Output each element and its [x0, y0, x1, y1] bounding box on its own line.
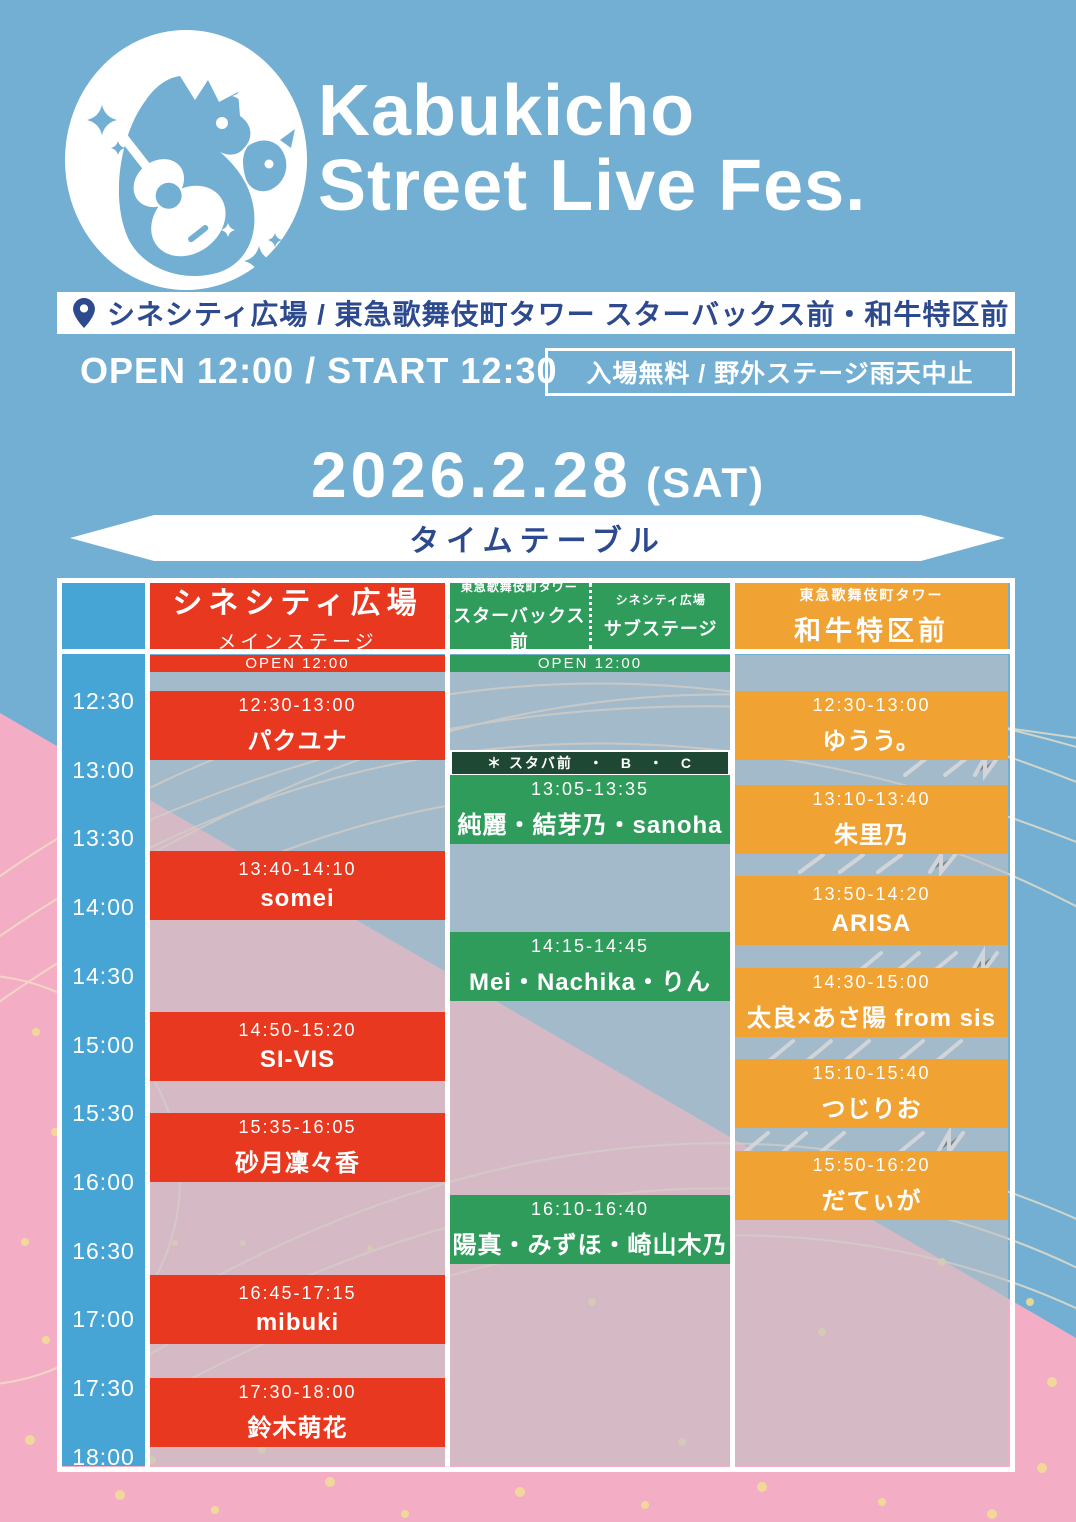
event-artist: つじりお — [821, 1096, 922, 1123]
timetable-banner-label: タイムテーブル — [409, 525, 666, 558]
admission-box: 入場無料 / 野外ステージ雨天中止 — [545, 348, 1015, 396]
event-time: 13:05-13:35 — [530, 779, 650, 799]
event-time: 15:50-16:20 — [812, 1155, 931, 1175]
event-time: 15:35-16:05 — [238, 1117, 357, 1137]
header-wagyu-title: 和牛特区前 — [794, 615, 949, 646]
header-main-sub: メインステージ — [217, 632, 378, 653]
event-title-line2: Street Live Fes. — [318, 145, 867, 226]
column-divider — [445, 578, 450, 1472]
column-divider — [145, 578, 150, 1472]
time-tick: 17:30 — [72, 1375, 135, 1401]
time-tick: 14:00 — [72, 894, 135, 920]
white-sparkles — [221, 84, 256, 237]
event-artist: 純麗・結芽乃・sanoha — [457, 812, 723, 839]
event-time: 14:30-15:00 — [812, 972, 931, 992]
event-date-main: 2026.2.28 — [310, 439, 632, 511]
header-wagyu-top: 東急歌舞伎町タワー — [799, 586, 944, 603]
guitar — [95, 105, 226, 257]
time-tick: 14:30 — [72, 963, 135, 989]
event-artist: ゆうう。 — [822, 728, 921, 755]
event-artist: somei — [260, 884, 335, 912]
event-time: 16:45-17:15 — [238, 1282, 357, 1303]
main-open-bar: OPEN 12:00 — [150, 655, 445, 672]
event-time: 13:50-14:20 — [812, 883, 931, 904]
event-artist: Mei・Nachika・りん — [468, 969, 712, 996]
event-block: 16:10-16:40 陽真・みずほ・崎山木乃 — [450, 1195, 730, 1264]
deer-silhouette — [243, 140, 287, 192]
header-substage-bottom: サブステージ — [603, 619, 718, 639]
event-artist: 鈴木萌花 — [247, 1415, 348, 1442]
time-tick: 13:30 — [72, 825, 135, 851]
event-time: 12:30-13:00 — [812, 695, 931, 715]
header-starbucks-bottom: スターバックス前 — [453, 606, 586, 652]
event-time: 14:15-14:45 — [530, 936, 650, 956]
event-time: 12:30-13:00 — [238, 695, 357, 715]
event-block: 15:35-16:05 砂月凜々香 — [150, 1113, 445, 1182]
event-artist: mibuki — [255, 1308, 340, 1336]
event-artist: SI-VIS — [259, 1045, 336, 1073]
header-divider — [57, 649, 1015, 654]
event-block: 15:50-16:20 だてぃが — [735, 1151, 1008, 1220]
time-tick: 15:00 — [72, 1032, 135, 1058]
event-artist: だてぃが — [821, 1188, 922, 1215]
location-bar: シネシティ広場 / 東急歌舞伎町タワー スターバックス前・和牛特区前 — [57, 292, 1015, 334]
time-tick: 18:00 — [72, 1444, 135, 1470]
sub-open-bar: OPEN 12:00 — [450, 655, 730, 672]
event-block: 16:45-17:15 mibuki — [150, 1275, 445, 1344]
event-block: 14:30-15:00 太良×あさ陽 from sis — [735, 968, 1008, 1037]
event-time: 13:10-13:40 — [812, 789, 931, 809]
event-block: 13:05-13:35 純麗・結芽乃・sanoha — [450, 775, 730, 844]
event-title-line1: Kabukicho — [318, 71, 696, 151]
logo-dog-guitar — [65, 30, 307, 290]
event-artist: 太良×あさ陽 from sis — [746, 1005, 997, 1032]
header-substage-top: シネシティ広場 — [615, 593, 706, 607]
event-artist: ARISA — [831, 909, 912, 937]
admission-text: 入場無料 / 野外ステージ雨天中止 — [586, 360, 974, 388]
event-block: 13:10-13:40 朱里乃 — [735, 785, 1008, 854]
header-main-title: シネシティ広場 — [172, 587, 423, 620]
column-divider — [730, 578, 735, 1472]
time-tick: 16:30 — [72, 1238, 135, 1264]
event-time: 16:10-16:40 — [530, 1199, 650, 1219]
event-date: 2026.2.28 (SAT) — [0, 438, 1076, 512]
header-starbucks: 東急歌舞伎町タワー スターバックス前 — [450, 580, 589, 652]
header-substage: シネシティ広場 サブステージ — [588, 583, 731, 649]
event-time: 14:50-15:20 — [238, 1019, 357, 1040]
header-sub-stage: 東急歌舞伎町タワー スターバックス前 シネシティ広場 サブステージ — [450, 580, 731, 652]
event-block: 14:15-14:45 Mei・Nachika・りん — [450, 932, 730, 1001]
event-block: 15:10-15:40 つじりお — [735, 1059, 1008, 1128]
event-date-day: (SAT) — [646, 459, 766, 506]
open-start-text: OPEN 12:00 / START 12:30 — [80, 350, 558, 391]
location-text: シネシティ広場 / 東急歌舞伎町タワー スターバックス前・和牛特区前 — [107, 299, 1010, 330]
map-pin-icon — [73, 298, 95, 328]
header-starbucks-top: 東急歌舞伎町タワー — [460, 580, 578, 594]
event-block: 13:40-14:10 somei — [150, 851, 445, 920]
event-artist: 朱里乃 — [834, 822, 909, 849]
event-artist: 陽真・みずほ・崎山木乃 — [452, 1232, 728, 1259]
event-block: 12:30-13:00 パクユナ — [150, 691, 445, 760]
event-artist: パクユナ — [247, 728, 348, 755]
starbucks-notice-bar: ＊ スタバ前 ・ B ・ C — [450, 750, 730, 776]
event-block: 13:50-14:20 ARISA — [735, 876, 1008, 945]
time-axis-column — [62, 583, 145, 1466]
time-tick: 12:30 — [72, 688, 135, 714]
event-time: 17:30-18:00 — [238, 1382, 357, 1402]
time-tick: 15:30 — [72, 1100, 135, 1126]
event-block: 14:50-15:20 SI-VIS — [150, 1012, 445, 1081]
event-time: 15:10-15:40 — [812, 1063, 931, 1083]
time-tick: 17:00 — [72, 1306, 135, 1332]
event-title: Kabukicho Street Live Fes. — [318, 74, 866, 224]
header-main-stage: シネシティ広場 メインステージ — [150, 583, 445, 653]
event-block: 12:30-13:00 ゆうう。 — [735, 691, 1008, 760]
event-time: 13:40-14:10 — [238, 858, 357, 879]
event-block: 17:30-18:00 鈴木萌花 — [150, 1378, 445, 1447]
event-artist: 砂月凜々香 — [235, 1150, 360, 1177]
time-tick: 16:00 — [72, 1169, 135, 1195]
time-tick: 13:00 — [72, 757, 135, 783]
timetable-banner: タイムテーブル — [70, 515, 1005, 561]
blue-sparkles — [87, 105, 282, 276]
header-wagyu-stage: 東急歌舞伎町タワー 和牛特区前 — [735, 583, 1008, 649]
